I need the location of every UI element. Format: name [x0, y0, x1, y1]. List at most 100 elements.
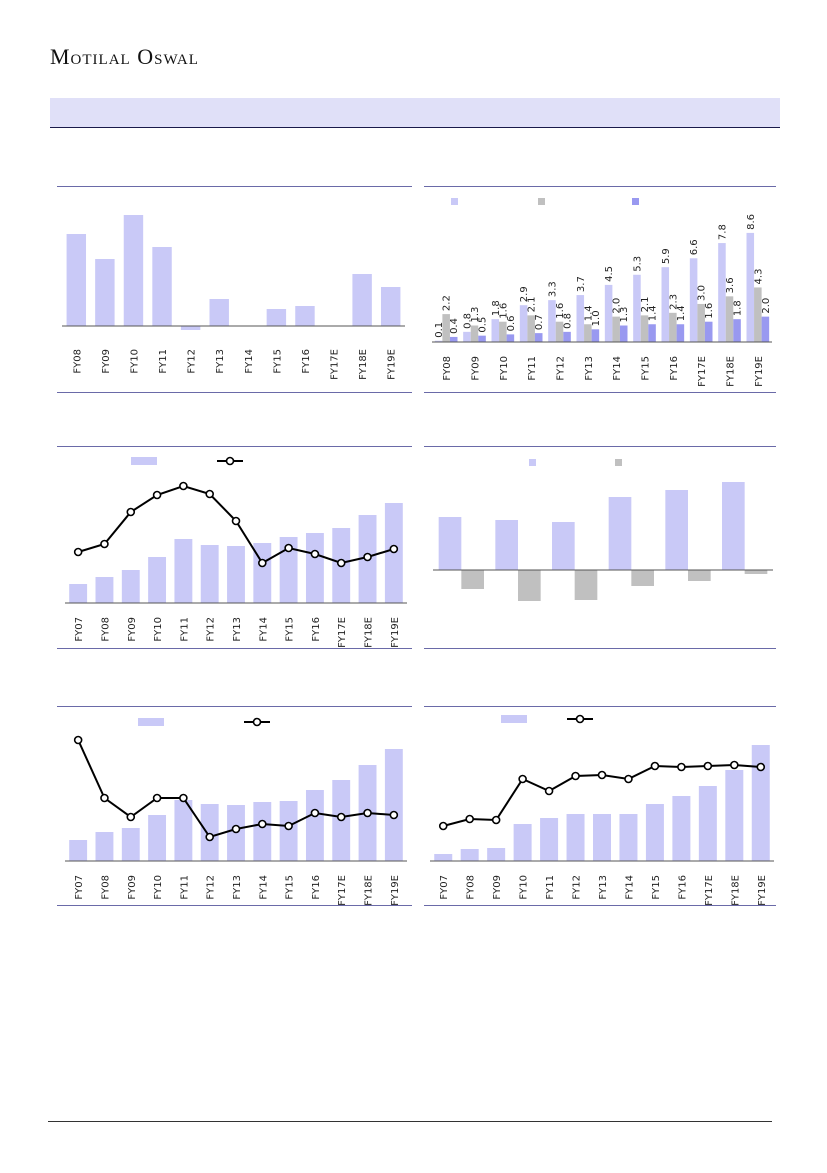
- x-tick-label: FY09: [101, 349, 112, 374]
- bar: [174, 800, 193, 861]
- x-tick-label: FY12: [206, 617, 217, 642]
- line-marker: [231, 516, 241, 526]
- x-tick-label: FY16: [311, 617, 322, 642]
- line-marker: [126, 507, 136, 517]
- x-tick-label: FY09: [471, 356, 482, 381]
- bar: [279, 537, 298, 603]
- x-tick-label: FY16: [301, 349, 312, 374]
- line-marker: [205, 489, 214, 499]
- bar: [584, 324, 592, 342]
- bar: [66, 234, 87, 326]
- bar: [478, 335, 486, 342]
- x-tick-label: FY13: [584, 356, 595, 381]
- line-marker: [544, 786, 554, 796]
- x-tick-label: FY11: [179, 875, 190, 900]
- bar: [722, 482, 745, 570]
- bar: [676, 324, 685, 342]
- line-marker: [677, 762, 686, 772]
- bar: [534, 333, 543, 342]
- line-marker: [518, 774, 527, 784]
- bar: [548, 300, 556, 342]
- bar: [253, 543, 272, 603]
- x-tick-label: FY10: [129, 349, 140, 374]
- x-tick-label: FY18E: [364, 617, 375, 648]
- data-label: 0.4: [449, 318, 460, 334]
- bar: [555, 321, 564, 342]
- line-marker: [100, 539, 109, 549]
- bar: [200, 545, 219, 603]
- bar: [495, 520, 518, 570]
- data-label: 1.6: [704, 303, 715, 319]
- bar: [665, 490, 688, 570]
- bar: [669, 312, 677, 342]
- data-label: 1.4: [583, 305, 594, 321]
- line-marker: [389, 544, 399, 554]
- legend-marker: [225, 456, 235, 466]
- bar: [574, 570, 598, 600]
- bar: [697, 303, 705, 342]
- x-tick-label: FY17E: [337, 875, 348, 906]
- data-label: 3.6: [725, 277, 736, 293]
- bar: [470, 325, 479, 342]
- bar: [442, 314, 450, 342]
- line-marker: [205, 832, 214, 842]
- legend-swatch: [529, 459, 536, 466]
- bar: [279, 801, 298, 861]
- data-label: 2.1: [527, 296, 538, 312]
- line-marker: [73, 735, 83, 745]
- x-tick-label: FY07: [74, 875, 85, 900]
- x-tick-label: FY14: [244, 349, 255, 374]
- data-label: 2.2: [442, 295, 453, 311]
- bar: [518, 570, 541, 601]
- line-marker: [730, 760, 739, 770]
- line-marker: [179, 481, 188, 491]
- data-label: 7.8: [717, 224, 728, 240]
- bar: [746, 232, 755, 342]
- x-tick-label: FY08: [442, 356, 453, 381]
- x-tick-label: FY19E: [390, 617, 401, 648]
- bar: [540, 818, 559, 861]
- bar: [463, 331, 471, 342]
- x-tick-label: FY10: [519, 875, 530, 900]
- x-tick-label: FY12: [572, 875, 583, 900]
- x-tick-label: FY14: [624, 875, 635, 900]
- data-label: 3.0: [697, 285, 708, 301]
- x-tick-label: FY17E: [330, 349, 341, 380]
- legend-swatch: [138, 718, 164, 726]
- x-tick-label: FY14: [612, 356, 623, 381]
- bar: [487, 848, 506, 861]
- line-marker: [310, 549, 320, 559]
- bar: [180, 326, 201, 330]
- bar: [725, 770, 744, 861]
- x-tick-label: FY17E: [337, 617, 348, 648]
- x-tick-label: FY19E: [390, 875, 401, 906]
- bar: [725, 296, 734, 342]
- x-tick-label: FY12: [187, 349, 198, 374]
- data-label: 1.3: [470, 307, 481, 323]
- data-label: 1.6: [555, 303, 566, 319]
- bar: [152, 247, 172, 326]
- bar: [619, 814, 638, 861]
- bar: [733, 319, 741, 342]
- data-label: 1.3: [619, 307, 630, 323]
- line-marker: [756, 762, 766, 772]
- x-tick-label: FY17E: [704, 875, 715, 906]
- bar: [434, 340, 443, 342]
- bar: [305, 790, 324, 861]
- legend-marker: [575, 714, 585, 724]
- bar: [672, 796, 691, 861]
- x-tick-label: FY14: [258, 875, 269, 900]
- x-tick-label: FY13: [215, 349, 226, 374]
- x-tick-label: FY15: [285, 875, 296, 900]
- legend-swatch: [538, 198, 545, 205]
- bar: [461, 570, 484, 589]
- line-marker: [336, 558, 346, 568]
- x-tick-label: FY11: [158, 349, 169, 374]
- data-label: 2.1: [640, 296, 651, 312]
- line-marker: [336, 812, 346, 822]
- legend-marker: [252, 717, 262, 727]
- line-marker: [363, 552, 372, 562]
- line-marker: [100, 793, 109, 803]
- x-tick-label: FY10: [499, 356, 510, 381]
- bar: [352, 274, 372, 326]
